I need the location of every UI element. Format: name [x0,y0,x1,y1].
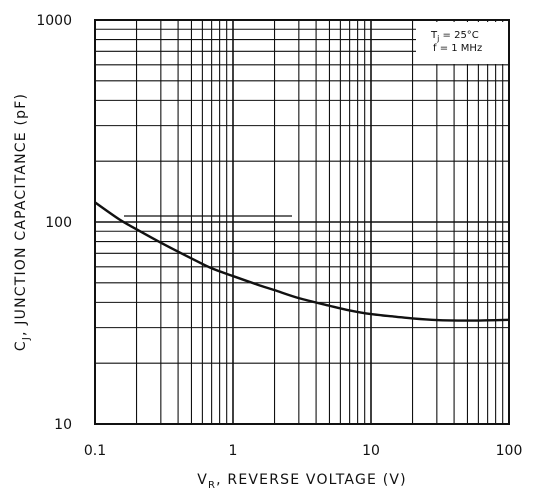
y-axis-label: CJ, JUNCTION CAPACITANCE (pF) [13,93,32,351]
x-tick-label: 1 [229,443,238,459]
annotation-freq: f = 1 MHz [433,43,482,54]
x-tick-labels: 0.1 1 10 100 [84,443,523,459]
y-tick-labels: 10 100 1000 [36,13,72,433]
plot-frame [94,19,510,425]
grid [94,20,509,425]
x-tick-label: 0.1 [84,443,106,459]
x-tick-label: 100 [496,443,523,459]
x-axis-label: VR, REVERSE VOLTAGE (V) [197,472,407,491]
x-tick-label: 10 [362,443,380,459]
capacitance-curve [94,201,510,322]
y-tick-label: 100 [45,215,72,231]
y-tick-label: 1000 [36,13,72,29]
annotation-temp: Tj = 25°C [430,30,479,43]
y-tick-label: 10 [54,417,72,433]
annotation-box [416,22,508,64]
